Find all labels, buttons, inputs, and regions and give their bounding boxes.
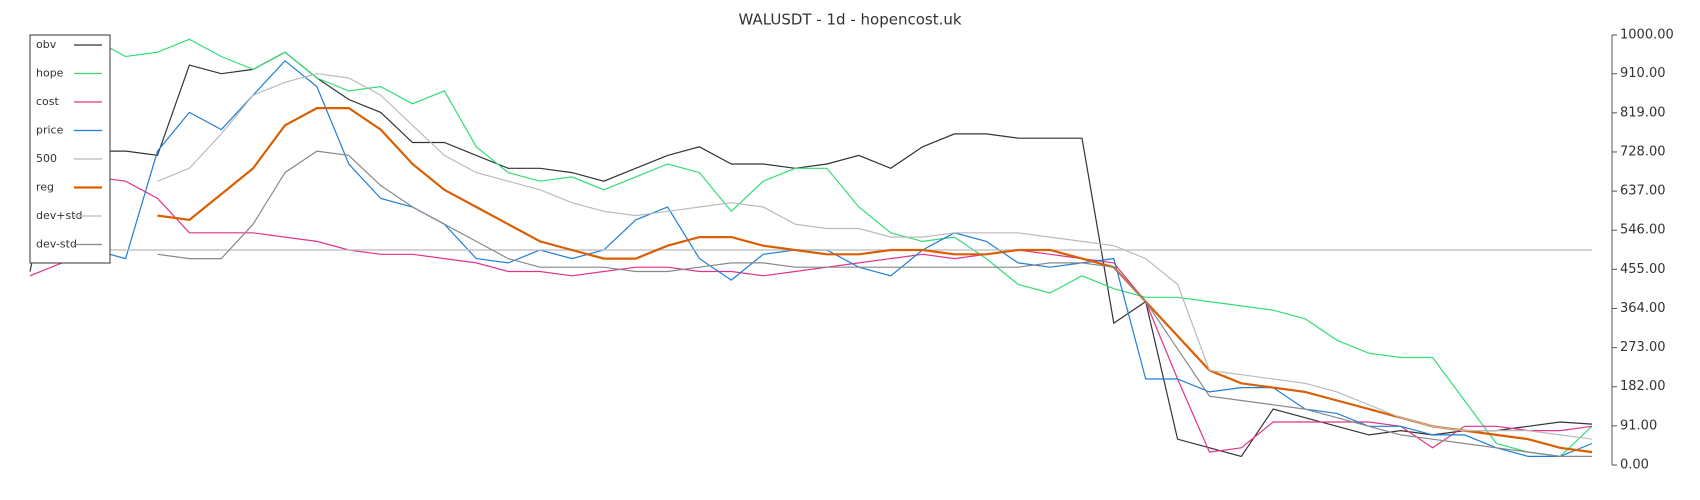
y-tick-label: 273.00 xyxy=(1620,340,1666,355)
series-line xyxy=(157,73,1593,440)
legend-label: price xyxy=(36,124,64,137)
y-tick-label: 455.00 xyxy=(1620,262,1666,277)
legend-label: reg xyxy=(36,181,54,194)
y-tick-label: 910.00 xyxy=(1620,66,1666,81)
series-line xyxy=(93,38,1593,458)
series-line xyxy=(157,150,1592,457)
y-tick-label: 0.00 xyxy=(1620,458,1649,473)
legend-label: hope xyxy=(36,67,64,80)
y-tick-label: 1000.00 xyxy=(1620,28,1674,43)
y-tick-label: 364.00 xyxy=(1620,301,1666,316)
y-tick-label: 728.00 xyxy=(1620,144,1666,159)
y-tick-label: 182.00 xyxy=(1620,379,1666,394)
legend-label: dev+std xyxy=(36,209,83,222)
y-tick-label: 819.00 xyxy=(1620,105,1666,120)
legend-label: cost xyxy=(36,95,60,108)
y-tick-label: 637.00 xyxy=(1620,184,1666,199)
legend-label: 500 xyxy=(36,152,57,165)
legend-label: dev-std xyxy=(36,238,77,251)
series-line xyxy=(29,176,1593,453)
chart-title: WALUSDT - 1d - hopencost.uk xyxy=(738,11,961,29)
y-tick-label: 546.00 xyxy=(1620,223,1666,238)
y-tick-label: 91.00 xyxy=(1620,418,1657,433)
series-line xyxy=(29,51,1593,458)
legend-label: obv xyxy=(36,38,57,51)
series-line xyxy=(30,59,1593,457)
legend: obv hope cost price 500 reg dev+std dev-std xyxy=(29,34,111,264)
series-line xyxy=(157,107,1593,454)
